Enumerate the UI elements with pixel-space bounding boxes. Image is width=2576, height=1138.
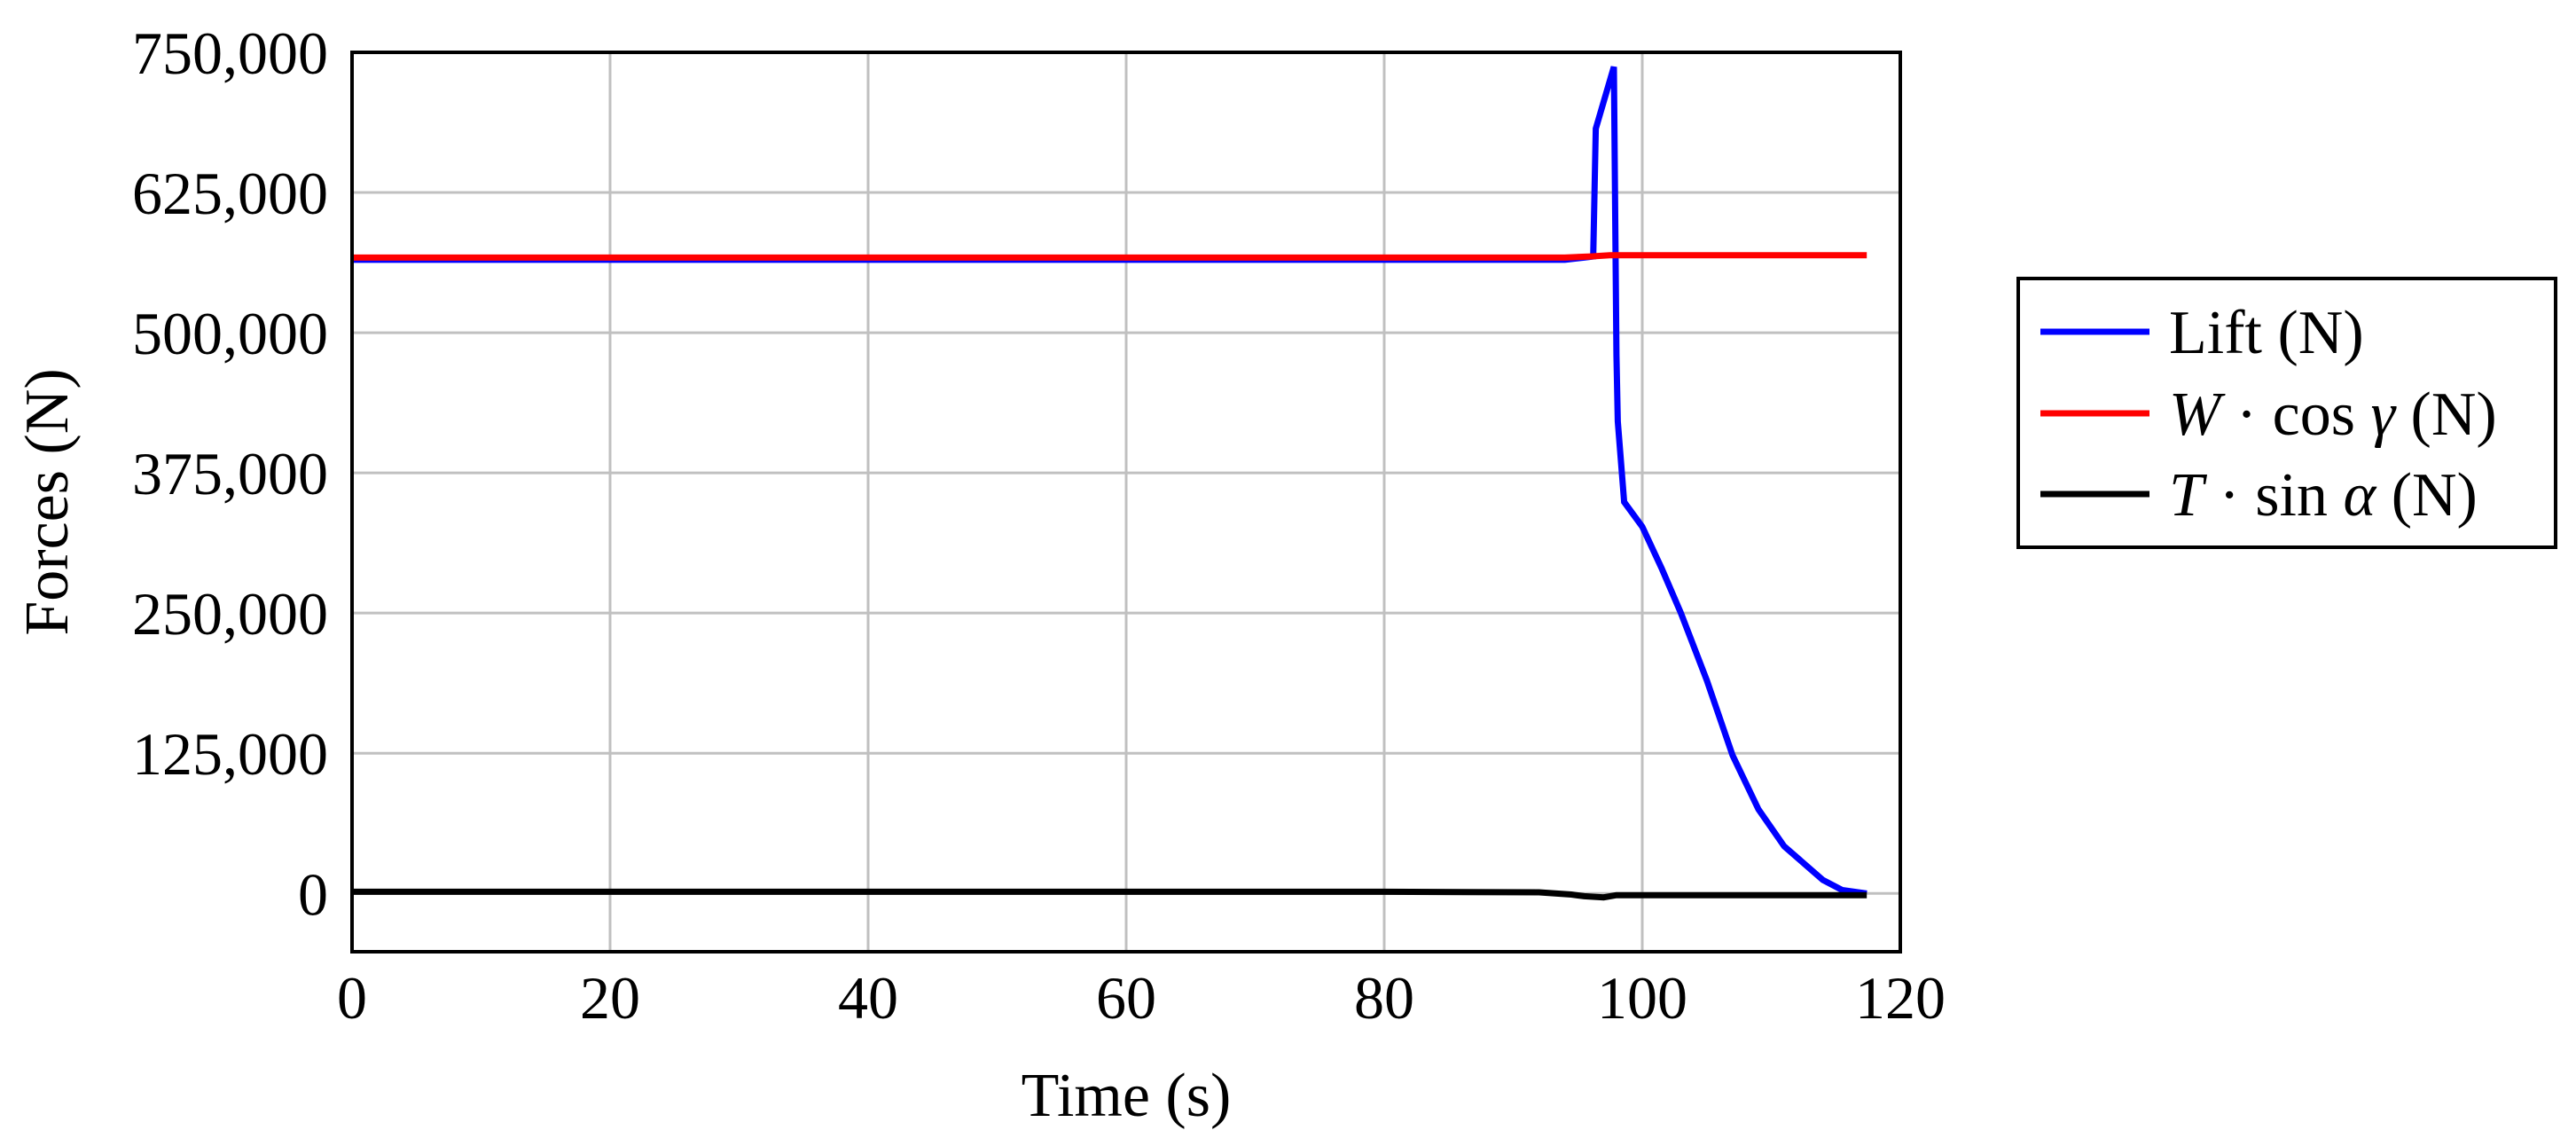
- y-tick-label: 0: [298, 860, 328, 928]
- y-tick-label: 625,000: [132, 160, 328, 227]
- legend-label-2: T · sin α (N): [2169, 461, 2478, 530]
- x-axis-ticks: 0 20 40 60 80 100 120: [337, 964, 1946, 1032]
- y-tick-label: 500,000: [132, 300, 328, 367]
- y-tick-label: 375,000: [132, 440, 328, 507]
- x-tick-label: 100: [1597, 964, 1687, 1032]
- y-tick-label: 250,000: [132, 580, 328, 647]
- legend-label-1: W · cos γ (N): [2169, 381, 2497, 449]
- y-axis-ticks: 0 125,000 250,000 375,000 500,000 625,000 750,…: [132, 20, 328, 928]
- series-line-1: [352, 252, 1867, 261]
- x-tick-label: 120: [1855, 964, 1946, 1032]
- x-tick-label: 80: [1354, 964, 1414, 1032]
- grid-lines: [350, 51, 1902, 952]
- x-axis-label: Time (s): [1022, 1062, 1232, 1130]
- x-tick-label: 0: [337, 964, 367, 1032]
- plot-frame: [350, 51, 1902, 954]
- x-tick-label: 20: [580, 964, 640, 1032]
- y-tick-label: 125,000: [132, 720, 328, 788]
- series-line-2: [352, 888, 1867, 901]
- series-line-0: [352, 66, 1867, 897]
- data-series: [352, 66, 1867, 901]
- x-tick-label: 40: [838, 964, 898, 1032]
- y-tick-label: 750,000: [132, 20, 328, 87]
- y-axis-label: Forces (N): [13, 368, 82, 635]
- legend: Lift (N) W · cos γ (N) T · sin α (N): [2016, 277, 2557, 549]
- legend-label-0: Lift (N): [2169, 299, 2364, 367]
- x-tick-label: 60: [1096, 964, 1156, 1032]
